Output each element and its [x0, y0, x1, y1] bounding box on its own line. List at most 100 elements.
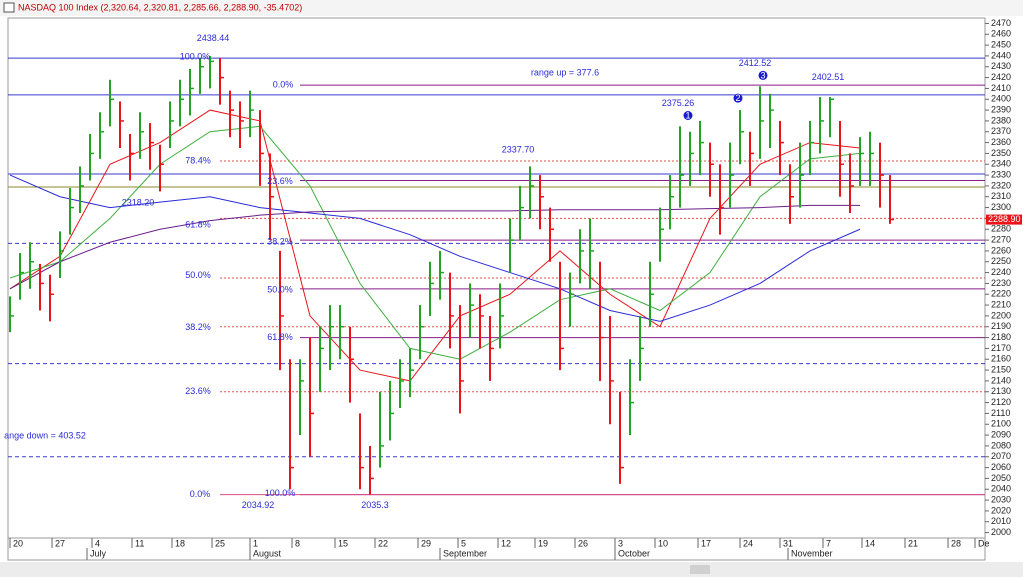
annotation: 0.0%	[190, 489, 211, 499]
y-tick-label: 2240	[991, 267, 1011, 277]
y-tick-label: 2320	[991, 180, 1011, 190]
x-tick-label: 28	[951, 538, 961, 548]
annotation: 61.8%	[185, 219, 211, 229]
annotation: 100.0%	[180, 51, 211, 61]
y-tick-label: 2420	[991, 72, 1011, 82]
y-tick-label: 2250	[991, 256, 1011, 266]
y-tick-label: 2020	[991, 505, 1011, 515]
annotation: 78.4%	[185, 155, 211, 165]
wave-marker	[758, 70, 768, 80]
y-tick-label: 2340	[991, 159, 1011, 169]
x-tick-label: 12	[501, 538, 511, 548]
annotation: 2438.44	[197, 33, 230, 43]
y-tick-label: 2220	[991, 289, 1011, 299]
annotation: 50.0%	[185, 270, 211, 280]
month-label: October	[618, 548, 650, 558]
y-tick-label: 2120	[991, 397, 1011, 407]
y-tick-label: 2430	[991, 61, 1011, 71]
x-tick-label: 26	[578, 538, 588, 548]
annotation: 2412.52	[739, 58, 772, 68]
annotation: 23.6%	[185, 386, 211, 396]
y-tick-label: 2470	[991, 18, 1011, 28]
wave-marker-label: 1	[685, 110, 690, 120]
y-tick-label: 2210	[991, 299, 1011, 309]
x-tick-label: 25	[215, 538, 225, 548]
y-tick-label: 2200	[991, 310, 1011, 320]
y-tick-label: 2270	[991, 234, 1011, 244]
wave-marker-label: 3	[760, 70, 765, 80]
annotation: ange down = 403.52	[4, 431, 86, 441]
x-tick-label: 18	[175, 538, 185, 548]
y-tick-label: 2360	[991, 137, 1011, 147]
month-label: September	[443, 548, 487, 558]
y-tick-label: 2110	[991, 408, 1010, 418]
y-tick-label: 2450	[991, 39, 1011, 49]
month-label: November	[791, 548, 833, 558]
x-tick-label: 19	[538, 538, 548, 548]
annotation: 100.0%	[265, 488, 296, 498]
annotation: 2318.20	[122, 198, 155, 208]
scrollbar[interactable]	[0, 562, 1023, 577]
x-tick-label: 1	[253, 538, 258, 548]
annotation: 2034.92	[242, 500, 275, 510]
x-tick-label: 31	[783, 538, 793, 548]
x-tick-label: 5	[461, 538, 466, 548]
y-tick-label: 2370	[991, 126, 1011, 136]
y-tick-label: 2180	[991, 332, 1011, 342]
annotation: range up = 377.6	[531, 68, 599, 78]
ma-line	[9, 204, 860, 290]
y-tick-label: 2330	[991, 169, 1011, 179]
x-tick-label: 22	[378, 538, 388, 548]
annotation: 0.0%	[273, 80, 294, 90]
y-tick-label: 2310	[991, 191, 1011, 201]
annotation: 23.6%	[267, 176, 293, 186]
window-icon[interactable]	[3, 2, 15, 13]
y-tick-label: 2090	[991, 429, 1011, 439]
x-tick-label: 15	[338, 538, 348, 548]
x-tick-label: 24	[743, 538, 753, 548]
x-tick-label: 4	[95, 538, 100, 548]
y-tick-label: 2000	[991, 527, 1011, 537]
y-tick-label: 2380	[991, 115, 1011, 125]
y-tick-label: 2190	[991, 321, 1011, 331]
x-tick-label: 7	[826, 538, 831, 548]
y-tick-label: 2040	[991, 484, 1011, 494]
x-tick-label: 17	[701, 538, 711, 548]
y-tick-label: 2010	[991, 516, 1011, 526]
x-tick-label: 3	[618, 538, 623, 548]
y-tick-label: 2150	[991, 364, 1011, 374]
annotation: 61.8%	[267, 332, 293, 342]
x-tick-label: 8	[295, 538, 300, 548]
last-price-box	[986, 214, 1022, 225]
y-tick-label: 2400	[991, 94, 1011, 104]
x-tick-label: 10	[658, 538, 668, 548]
wave-marker	[683, 111, 693, 120]
chart-title: NASDAQ 100 Index (2,320.64, 2,320.81, 2,…	[18, 2, 302, 12]
x-tick-label: De	[978, 538, 990, 548]
wave-marker	[733, 93, 743, 103]
annotation: 38.2%	[267, 237, 293, 247]
y-tick-label: 2160	[991, 354, 1011, 364]
annotation: 38.2%	[185, 322, 211, 332]
annotation: 2035.3	[361, 500, 389, 510]
x-axis-area	[7, 537, 986, 561]
y-tick-label: 2080	[991, 440, 1011, 450]
y-tick-label: 2100	[991, 419, 1011, 429]
annotation: 2402.51	[812, 72, 845, 82]
y-tick-label: 2130	[991, 386, 1011, 396]
y-tick-label: 2440	[991, 50, 1011, 60]
month-label: July	[90, 548, 107, 558]
last-price-label: 2288.90	[988, 214, 1021, 224]
y-tick-label: 2410	[991, 83, 1011, 93]
x-tick-label: 27	[55, 538, 65, 548]
x-tick-label: 21	[908, 538, 918, 548]
ma-line	[9, 125, 861, 360]
title-bar	[0, 0, 1023, 16]
y-tick-label: 2070	[991, 451, 1011, 461]
ma-line	[9, 109, 861, 382]
scroll-thumb[interactable]	[690, 565, 710, 574]
x-tick-label: 29	[421, 538, 431, 548]
ma-line	[9, 174, 861, 322]
x-tick-label: 20	[13, 538, 23, 548]
